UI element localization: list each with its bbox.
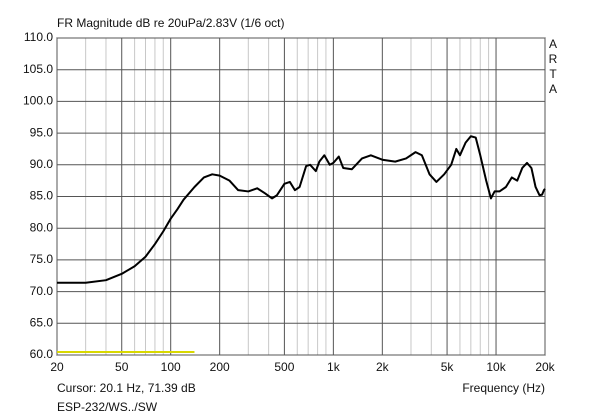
line-series xyxy=(57,135,546,284)
x-tick-label: 5k xyxy=(441,360,455,374)
x-tick-label: 50 xyxy=(115,360,129,374)
x-tick-label: 10k xyxy=(486,360,506,374)
x-tick-label: 20 xyxy=(50,360,64,374)
x-tick-label: 100 xyxy=(161,360,181,374)
side-label: A xyxy=(549,37,557,51)
x-axis-label: Frequency (Hz) xyxy=(462,381,545,395)
y-tick-label: 90.0 xyxy=(30,157,54,171)
side-label: T xyxy=(549,67,557,81)
cursor-readout: Cursor: 20.1 Hz, 71.39 dB xyxy=(57,381,196,395)
y-tick-label: 60.0 xyxy=(30,347,54,361)
y-tick-label: 110.0 xyxy=(24,30,53,44)
footer: ESP-232/WS../SW xyxy=(57,400,158,414)
y-tick-label: 70.0 xyxy=(30,284,54,298)
y-tick-label: 80.0 xyxy=(30,220,54,234)
x-tick-label: 2k xyxy=(376,360,390,374)
y-tick-label: 95.0 xyxy=(30,125,54,139)
y-tick-label: 65.0 xyxy=(30,315,54,329)
y-tick-label: 105.0 xyxy=(23,62,53,76)
x-tick-label: 200 xyxy=(210,360,230,374)
side-label: A xyxy=(549,82,557,96)
side-label: R xyxy=(549,52,558,66)
y-tick-label: 85.0 xyxy=(30,189,54,203)
chart-title: FR Magnitude dB re 20uPa/2.83V (1/6 oct) xyxy=(57,16,284,30)
x-tick-label: 1k xyxy=(327,360,341,374)
x-tick-label: 20k xyxy=(535,360,555,374)
y-tick-label: 75.0 xyxy=(30,252,54,266)
y-tick-label: 100.0 xyxy=(23,94,53,108)
x-tick-label: 500 xyxy=(274,360,294,374)
